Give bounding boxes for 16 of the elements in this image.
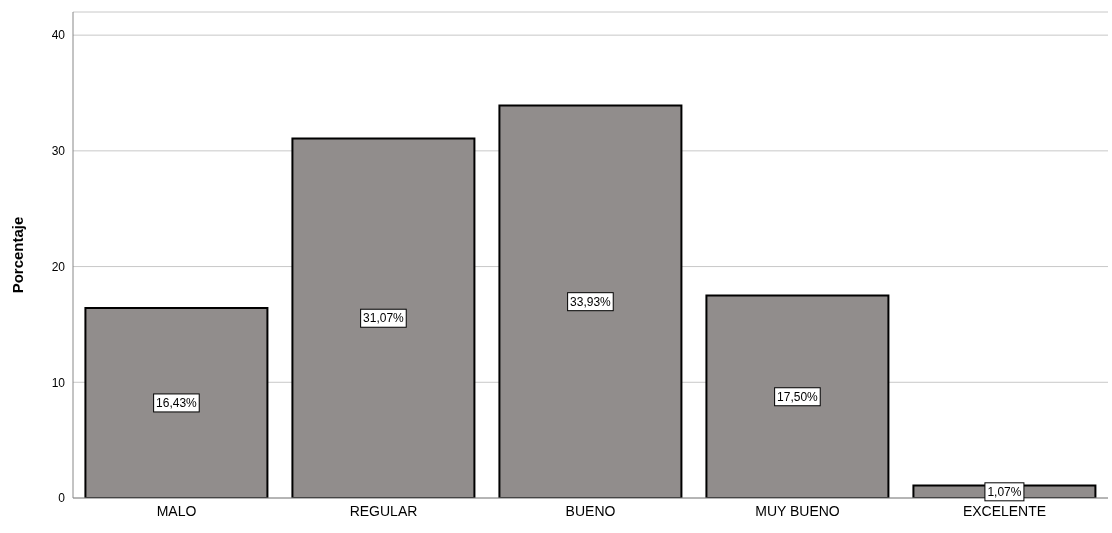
data-label: 1,07% [987, 484, 1022, 499]
x-tick-label: EXCELENTE [962, 502, 1047, 519]
data-label: 17,50% [777, 389, 819, 404]
data-label: 31,07% [363, 311, 405, 326]
y-tick-label: 20 [51, 259, 66, 274]
y-tick-label: 10 [51, 375, 66, 390]
x-tick-label: REGULAR [349, 502, 418, 519]
y-tick-label: 30 [51, 144, 66, 159]
x-tick-label: BUENO [565, 502, 616, 519]
x-tick-label: MUY BUENO [755, 502, 840, 519]
y-tick-label: 0 [58, 491, 66, 506]
y-axis-title: Porcentaje [9, 216, 27, 294]
data-label: 16,43% [156, 395, 198, 410]
data-label: 33,93% [570, 294, 612, 309]
x-tick-label: MALO [156, 502, 197, 519]
y-tick-label: 40 [51, 28, 66, 43]
